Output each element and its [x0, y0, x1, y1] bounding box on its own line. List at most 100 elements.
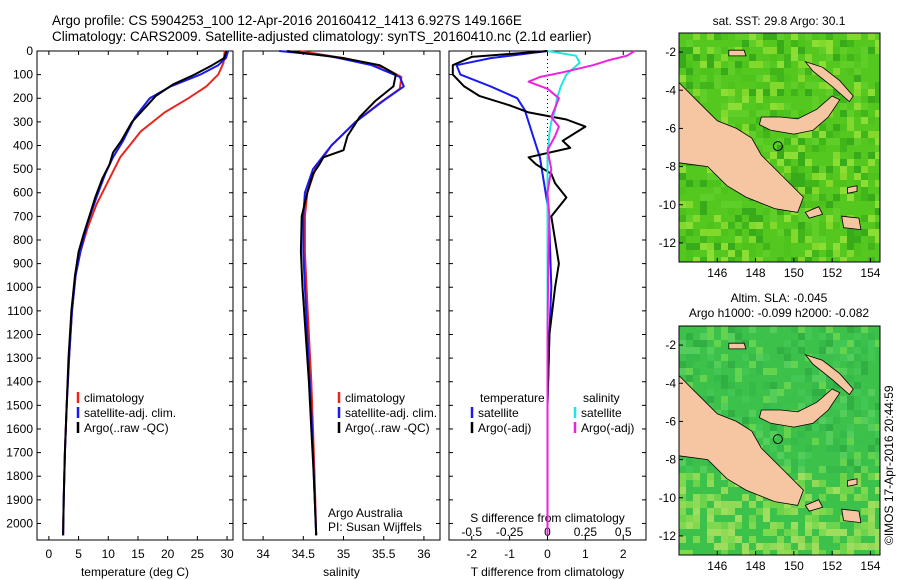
ocean-cell	[868, 333, 875, 340]
ocean-cell	[721, 536, 728, 543]
land-island	[847, 185, 858, 194]
ocean-cell	[826, 424, 833, 431]
ocean-cell	[847, 61, 854, 68]
ocean-cell	[784, 138, 791, 145]
ocean-cell	[749, 382, 756, 389]
ocean-cell	[840, 40, 847, 47]
ocean-cell	[791, 152, 798, 159]
ocean-cell	[707, 326, 714, 333]
ocean-cell	[763, 438, 770, 445]
ocean-cell	[784, 550, 791, 555]
ocean-cell	[721, 382, 728, 389]
ocean-cell	[861, 347, 868, 354]
ocean-cell	[861, 340, 868, 347]
ocean-cell	[840, 96, 847, 103]
x-tick-label: 36	[417, 547, 431, 561]
ocean-cell	[686, 82, 693, 89]
ocean-cell	[693, 536, 700, 543]
ocean-cell	[749, 33, 756, 40]
x-tick-label: 35	[337, 547, 351, 561]
ocean-cell	[735, 375, 742, 382]
ocean-cell	[770, 543, 777, 550]
ocean-cell	[763, 250, 770, 257]
y-tick-label: 700	[13, 209, 33, 223]
ocean-cell	[749, 389, 756, 396]
ocean-cell	[840, 550, 847, 555]
ocean-cell	[693, 515, 700, 522]
map-x-tick-label: 150	[784, 266, 804, 280]
ocean-cell	[784, 501, 791, 508]
ocean-cell	[875, 180, 880, 187]
x-tick-label: 25	[191, 547, 205, 561]
ocean-cell	[721, 110, 728, 117]
ocean-cell	[826, 340, 833, 347]
land-island	[841, 215, 862, 231]
ocean-cell	[707, 480, 714, 487]
ocean-cell	[770, 208, 777, 215]
ocean-cell	[763, 361, 770, 368]
ocean-cell	[812, 236, 819, 243]
ocean-cell	[875, 145, 880, 152]
legend-entry: Argo(..raw -QC)	[84, 421, 169, 435]
ocean-cell	[812, 194, 819, 201]
ocean-cell	[777, 110, 784, 117]
ocean-cell	[770, 396, 777, 403]
ocean-cell	[833, 403, 840, 410]
ocean-cell	[840, 166, 847, 173]
ocean-cell	[742, 333, 749, 340]
ocean-cell	[700, 257, 707, 262]
ocean-cell	[763, 47, 770, 54]
ocean-cell	[861, 215, 868, 222]
ocean-cell	[777, 508, 784, 515]
plot-frame	[36, 50, 234, 541]
ocean-cell	[833, 222, 840, 229]
ocean-cell	[847, 431, 854, 438]
ocean-cell	[784, 396, 791, 403]
land-new-ireland	[804, 353, 854, 396]
ocean-cell	[770, 445, 777, 452]
ocean-cell	[791, 236, 798, 243]
ocean-cell	[812, 536, 819, 543]
land-new-ireland	[804, 60, 854, 103]
ocean-cell	[826, 82, 833, 89]
ocean-cell	[707, 508, 714, 515]
ocean-cell	[854, 368, 861, 375]
ocean-cell	[777, 75, 784, 82]
ocean-cell	[826, 522, 833, 529]
ocean-cell	[798, 501, 805, 508]
ocean-cell	[861, 487, 868, 494]
x-axis-label: T difference from climatology	[471, 565, 625, 579]
ocean-cell	[679, 459, 686, 466]
ocean-cell	[777, 33, 784, 40]
ocean-cell	[756, 138, 763, 145]
ocean-cell	[693, 473, 700, 480]
ocean-cell	[812, 138, 819, 145]
ocean-cell	[679, 550, 686, 555]
ocean-cell	[840, 159, 847, 166]
ocean-cell	[847, 236, 854, 243]
ocean-cell	[819, 166, 826, 173]
ocean-cell	[749, 536, 756, 543]
ocean-cell	[700, 466, 707, 473]
ocean-cell	[819, 340, 826, 347]
ocean-cell	[728, 375, 735, 382]
ocean-cell	[798, 82, 805, 89]
ocean-cell	[861, 368, 868, 375]
ocean-cell	[875, 222, 880, 229]
ocean-cell	[875, 201, 880, 208]
ocean-cell	[686, 368, 693, 375]
ocean-cell	[728, 361, 735, 368]
ocean-cell	[707, 396, 714, 403]
ocean-cell	[798, 61, 805, 68]
ocean-cell	[784, 361, 791, 368]
ocean-cell	[728, 208, 735, 215]
ocean-cell	[812, 103, 819, 110]
ocean-cell	[819, 47, 826, 54]
ocean-cell	[735, 215, 742, 222]
argo-position-marker	[772, 434, 783, 445]
map-x-tick-label: 148	[746, 266, 766, 280]
ocean-cell	[686, 382, 693, 389]
ocean-cell	[707, 536, 714, 543]
ocean-cell	[791, 47, 798, 54]
ocean-cell	[805, 33, 812, 40]
